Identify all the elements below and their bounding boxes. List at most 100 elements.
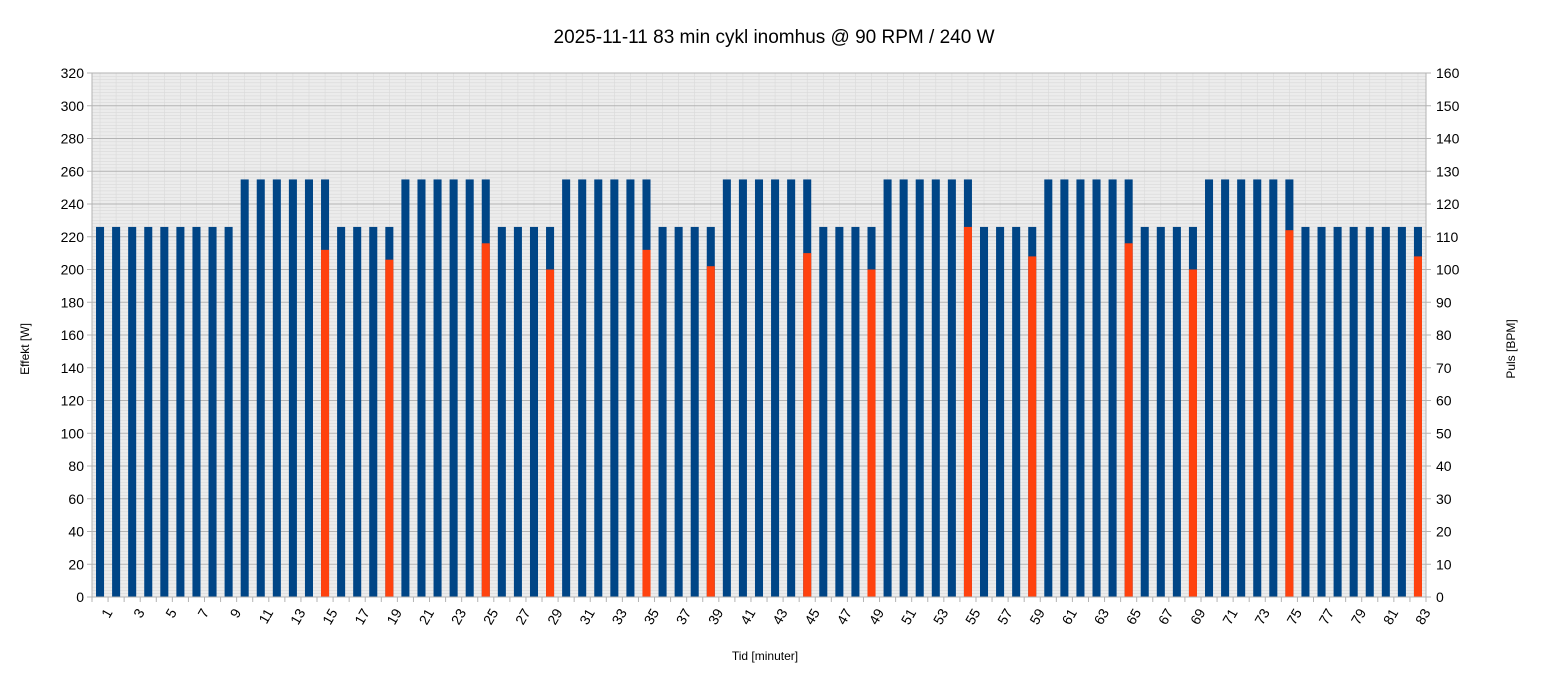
power-bar [658,226,667,598]
power-bar [224,226,233,598]
power-bar [160,226,169,598]
x-tick-label: 69 [1187,606,1209,628]
power-bar [1108,179,1117,597]
y2-tick-label: 80 [1436,327,1452,343]
x-tick-label: 61 [1058,606,1080,628]
power-bar [754,179,764,597]
x-tick-label: 37 [673,606,695,628]
power-bar [594,179,603,597]
y2-axis-tick-labels: 0 10 20 30 40 50 60 70 80 90 100 110 120 130 140 150 160 [1436,65,1460,605]
y2-tick-label: 70 [1436,360,1452,376]
y-tick-label: 60 [68,491,84,507]
power-bar [1172,226,1181,598]
x-tick-label: 13 [287,606,309,628]
power-bar [112,226,121,598]
power-bar [835,226,844,598]
y-tick-label: 200 [61,262,85,278]
y2-tick-label: 160 [1436,65,1460,81]
x-tick-label: 11 [255,606,276,627]
x-tick-label: 75 [1283,606,1305,628]
power-bar [1076,179,1085,597]
power-bar [674,226,683,598]
power-bar [288,179,297,597]
pulse-bar [642,249,651,597]
power-bar [851,226,860,598]
power-bar [899,179,908,597]
power-bar [272,179,281,597]
y-tick-label: 280 [61,131,85,147]
x-tick-label: 55 [962,606,984,628]
power-bar [1156,226,1165,598]
x-tick-label: 51 [898,606,920,628]
x-tick-label: 79 [1348,606,1370,628]
power-bar [931,179,940,597]
x-tick-label: 65 [1123,606,1145,628]
x-tick-label: 77 [1315,606,1337,628]
y-tick-label: 240 [61,196,85,212]
y-tick-label: 20 [68,556,84,572]
power-bar [449,179,458,597]
power-bar [208,226,217,598]
y-tick-label: 160 [61,327,85,343]
power-bar [128,226,137,598]
x-tick-label: 29 [544,606,566,628]
pulse-bar [481,243,490,598]
y-tick-label: 120 [61,393,85,409]
pulse-bar [1124,243,1133,598]
power-bar [722,179,731,597]
y2-tick-label: 40 [1436,458,1452,474]
power-bar [947,179,956,597]
y2-tick-label: 50 [1436,425,1452,441]
x-tick-label: 31 [576,606,598,628]
x-tick-label: 57 [994,606,1016,628]
pulse-bar [1413,256,1422,597]
power-bar [787,179,796,597]
x-tick-label: 17 [351,606,373,628]
x-tick-label: 67 [1155,606,1177,628]
power-bar [626,179,635,597]
power-bar [1237,179,1246,597]
power-bar [353,226,362,598]
y2-tick-label: 10 [1436,556,1452,572]
power-bar [513,226,522,598]
y-axis-tick-labels: 0 20 40 60 80 100 120 140 160 180 200 220 240 260 280 3… [61,65,85,605]
pulse-bar [1188,269,1197,597]
power-bar [771,179,780,597]
power-bar [465,179,474,597]
power-bar [819,226,828,598]
chart-title: 2025-11-11 83 min cykl inomhus @ 90 RPM … [554,27,995,48]
power-bar [256,179,265,597]
x-tick-label: 71 [1219,606,1241,628]
x-axis-title: Tid [minuter] [732,649,798,663]
x-tick-label: 23 [448,606,470,628]
x-tick-label: 15 [319,606,341,628]
x-tick-label: 83 [1412,606,1434,628]
y2-tick-label: 150 [1436,98,1460,114]
x-tick-label: 47 [833,606,855,628]
pulse-bar [385,259,394,597]
power-bar [738,179,747,597]
y-tick-label: 0 [76,589,84,605]
y-tick-label: 320 [61,65,85,81]
power-bar [1301,226,1310,598]
y-axis-title: Effekt [W] [18,323,32,375]
x-tick-label: 33 [608,606,630,628]
y2-tick-label: 90 [1436,294,1452,310]
x-tick-label: 45 [801,606,823,628]
y2-tick-label: 0 [1436,589,1444,605]
pulse-bar [803,253,812,597]
y2-tick-label: 30 [1436,491,1452,507]
y2-tick-label: 60 [1436,393,1452,409]
power-bar [176,226,185,598]
power-bar [304,179,313,597]
power-bar [883,179,892,597]
y-tick-label: 140 [61,360,85,376]
power-bar [915,179,924,597]
y2-tick-label: 130 [1436,163,1460,179]
pulse-bar [963,226,972,598]
power-bar [1044,179,1053,597]
power-bar [996,226,1005,598]
power-bar [240,179,249,597]
power-bar [690,226,699,598]
